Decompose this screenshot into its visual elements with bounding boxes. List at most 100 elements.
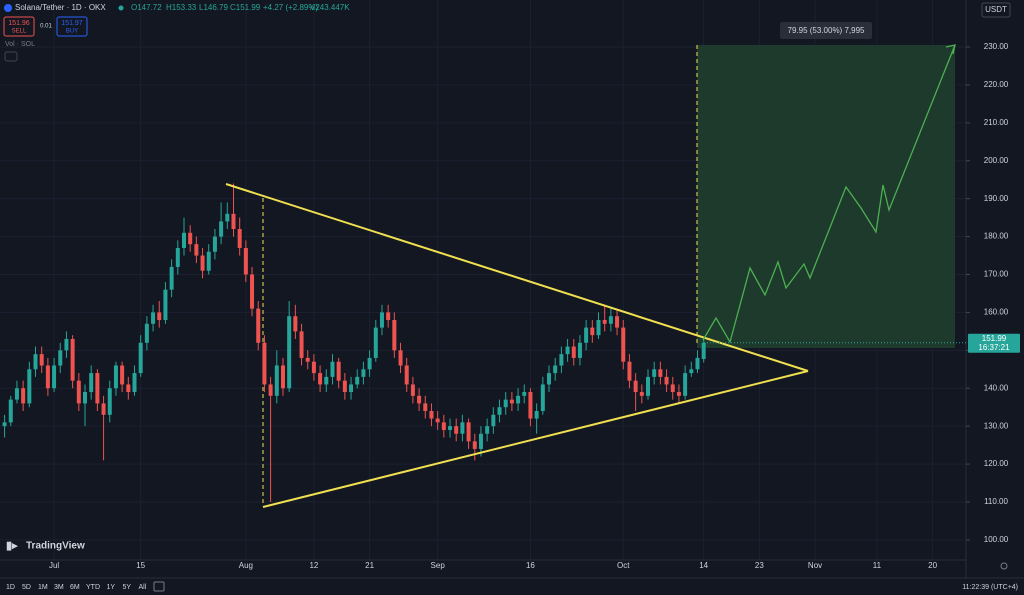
candle-body [188,232,193,245]
currency: USDT [985,5,1007,14]
candle-body [126,384,131,393]
range-button[interactable]: 1D [6,584,15,591]
candle-body [70,338,75,381]
last-price-label: 151.99 [982,334,1007,343]
candle-body [225,213,230,222]
x-tick-label: 14 [699,561,708,570]
candle-body [250,274,255,309]
candle-body [621,327,626,362]
market-status [118,5,124,11]
candle-body [76,380,81,404]
range-button[interactable]: 5Y [123,584,132,591]
candle-body [652,369,657,377]
candle-body [577,342,582,358]
candle-body [695,357,700,370]
candle-body [670,384,675,393]
range-button[interactable]: 1M [38,584,48,591]
candle-body [14,388,19,400]
x-tick-label: Oct [617,561,630,570]
range-button[interactable]: 6M [70,584,80,591]
projection-arrow [945,44,956,55]
y-tick-label: 220.00 [984,80,1009,89]
candle-body [287,316,292,389]
buy-label: BUY [66,29,78,35]
candle-body [324,376,329,385]
candle-body [503,399,508,408]
range-button[interactable]: 5D [22,584,31,591]
candle-body [602,320,607,324]
candle-body [379,312,384,328]
candle-body [157,312,162,320]
x-tick-label: Nov [808,561,822,570]
y-tick-label: 100.00 [984,535,1009,544]
candle-body [448,426,453,430]
sell-price: 151.96 [8,20,30,27]
collapse-button[interactable] [4,51,18,62]
y-tick-label: 200.00 [984,156,1009,165]
candle-body [596,320,601,336]
candle-body [534,410,539,419]
candle-body [175,247,180,267]
range-button[interactable]: YTD [86,584,100,591]
candle-body [658,369,663,377]
candle-body [615,316,620,328]
candle-body [404,365,409,385]
date-range-button[interactable] [153,581,165,592]
range-button[interactable]: 3M [54,584,64,591]
buy-button[interactable] [56,16,88,37]
candle-body [392,320,397,351]
y-tick-label: 140.00 [984,383,1009,392]
ohlc-change: +4.27 (+2.89%) [263,3,318,12]
candle-body [547,373,552,385]
candle-body [64,338,69,351]
candle-body [540,384,545,411]
candle-body [646,376,651,396]
candle-body [262,342,267,385]
x-tick-label: Jul [49,561,59,570]
candle-body [169,266,174,290]
candle-body [676,392,681,396]
branding: TradingView [26,541,85,552]
candle-body [522,392,527,396]
candle-body [497,407,502,415]
candle-body [565,346,570,355]
candle-body [701,342,706,359]
range-button[interactable]: All [139,584,147,591]
candle-body [144,323,149,343]
x-tick-label: 12 [309,561,318,570]
candle-body [559,354,564,366]
indicator-label: Vol · SOL [5,41,35,48]
x-tick-label: 20 [928,561,937,570]
candle-body [349,384,354,393]
candle-body [39,354,44,366]
candle-body [113,365,118,389]
range-button[interactable]: 1Y [107,584,116,591]
x-tick-label: 16 [526,561,535,570]
settings-button[interactable] [1000,562,1008,570]
last-price-box [968,333,1020,353]
currency-button[interactable] [981,2,1011,18]
candle-body [429,410,434,419]
candle-body [417,395,422,404]
candle-body [83,392,88,404]
candle-body [361,369,366,377]
candle-body [107,388,112,415]
volume: V243.447K [310,3,350,12]
logo-mark: ▮▸ [6,540,18,552]
sell-button[interactable] [3,16,35,37]
y-tick-label: 120.00 [984,459,1009,468]
x-tick-label: 21 [365,561,374,570]
candle-body [200,255,205,271]
candle-body [373,327,378,358]
projection-path [702,44,956,344]
candle-body [21,388,26,404]
y-tick-label: 110.00 [984,497,1008,506]
x-tick-label: Aug [239,561,253,570]
candle-body [336,361,341,381]
y-tick-label: 180.00 [984,232,1009,241]
candle-body [639,392,644,396]
candle-body [664,376,669,385]
y-tick-label: 170.00 [984,270,1009,279]
ohlc-open: O147.72 [131,3,162,12]
candle-body [627,361,632,381]
